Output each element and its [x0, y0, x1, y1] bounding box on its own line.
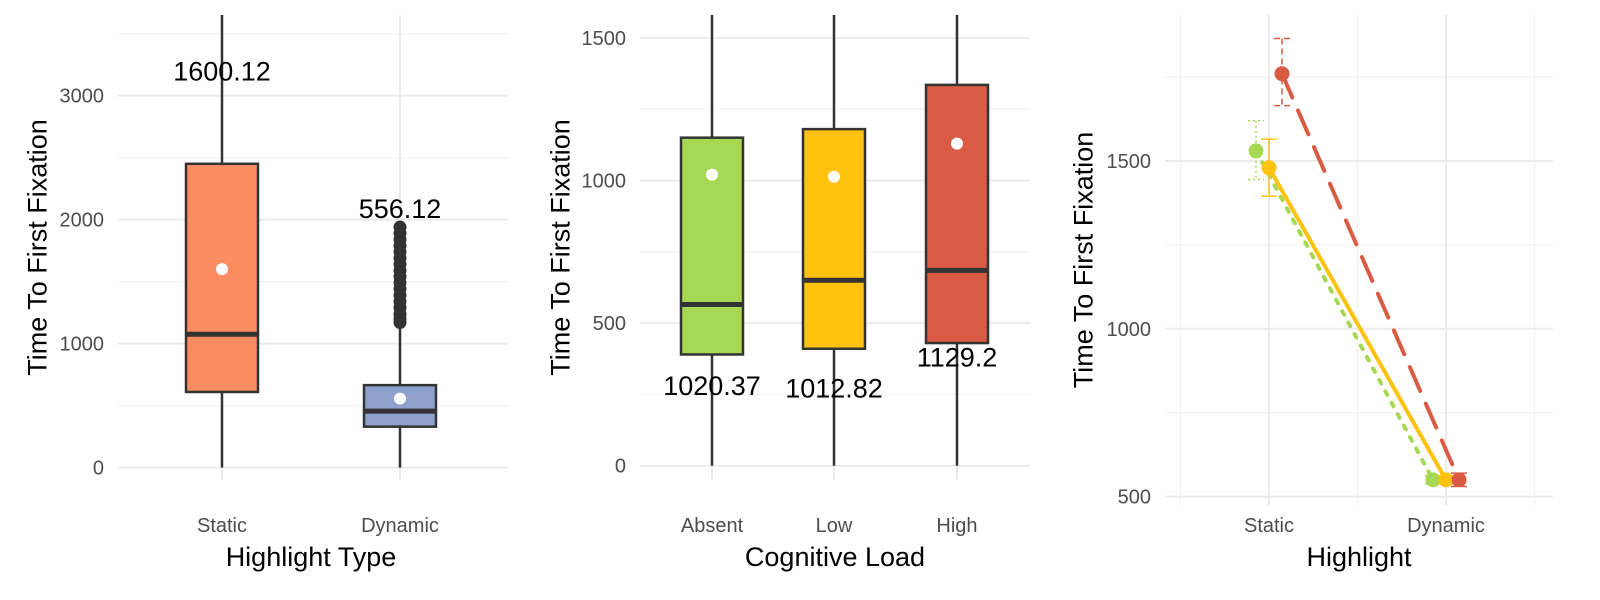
- box-rect: [184, 162, 260, 394]
- x-axis-title: Cognitive Load: [745, 542, 925, 572]
- x-axis-title: Highlight: [1306, 542, 1412, 572]
- box-rect: [362, 383, 438, 428]
- y-tick-label: 1500: [1107, 151, 1152, 173]
- mean-label: 1129.2: [917, 342, 998, 372]
- x-tick-label: Low: [816, 515, 853, 537]
- y-tick-label: 1000: [1107, 319, 1152, 341]
- series-point: [1248, 143, 1264, 159]
- x-tick-label: Absent: [681, 515, 744, 537]
- series-point: [1451, 472, 1467, 488]
- mean-point: [216, 263, 228, 276]
- series-line: [1267, 165, 1448, 482]
- box-low: [801, 15, 867, 466]
- box-dynamic: [362, 220, 438, 468]
- series-point: [1425, 472, 1441, 488]
- mean-label: 1020.37: [663, 371, 761, 401]
- panel-3: 500 1000 1500 Static Dynamic Highlight Time To…: [1068, 15, 1553, 572]
- mean-point: [394, 392, 406, 405]
- x-tick-label: Static: [197, 515, 247, 537]
- y-tick-label: 1000: [582, 170, 627, 192]
- mean-label: 556.12: [359, 194, 442, 224]
- y-axis-title: Time To First Fixation: [1068, 132, 1098, 389]
- series-line: [1280, 71, 1461, 482]
- box-absent: [679, 15, 745, 466]
- series-line: [1254, 148, 1435, 482]
- box-high: [924, 15, 990, 466]
- series-point: [1274, 66, 1290, 82]
- mean-label: 1600.12: [173, 56, 271, 86]
- y-tick-label: 1000: [60, 334, 105, 356]
- x-tick-label: Dynamic: [361, 515, 439, 537]
- y-tick-label: 0: [615, 456, 626, 478]
- series-point: [1438, 472, 1454, 488]
- y-axis-title: Time To First Fixation: [545, 119, 575, 376]
- box-static: [184, 15, 260, 468]
- mean-point: [951, 137, 963, 150]
- outlier-point: [393, 220, 407, 234]
- y-tick-label: 0: [93, 458, 104, 480]
- y-tick-label: 2000: [60, 210, 105, 232]
- series-2: [1261, 138, 1454, 488]
- mean-label: 1012.82: [785, 374, 883, 404]
- x-axis-title: Highlight Type: [226, 542, 397, 572]
- x-tick-label: High: [936, 515, 977, 537]
- series-point: [1261, 160, 1277, 176]
- panel-1: 0 1000 2000 3000 Static Dynamic Highlight Type…: [22, 15, 508, 572]
- x-tick-label: Static: [1244, 515, 1294, 537]
- mean-point: [828, 170, 840, 183]
- x-tick-label: Dynamic: [1407, 515, 1485, 537]
- series-3: [1274, 37, 1467, 488]
- y-tick-label: 500: [593, 313, 626, 335]
- y-tick-label: 3000: [60, 86, 105, 108]
- y-tick-label: 1500: [582, 28, 627, 50]
- box-rect: [801, 127, 867, 351]
- panel-2: 0 500 1000 1500 Absent Low High Cognitive Load T…: [545, 15, 1030, 572]
- y-tick-label: 500: [1118, 487, 1151, 509]
- box-rect: [924, 83, 990, 345]
- mean-point: [706, 168, 718, 181]
- series-1: [1248, 119, 1441, 488]
- y-axis-title: Time To First Fixation: [22, 119, 52, 376]
